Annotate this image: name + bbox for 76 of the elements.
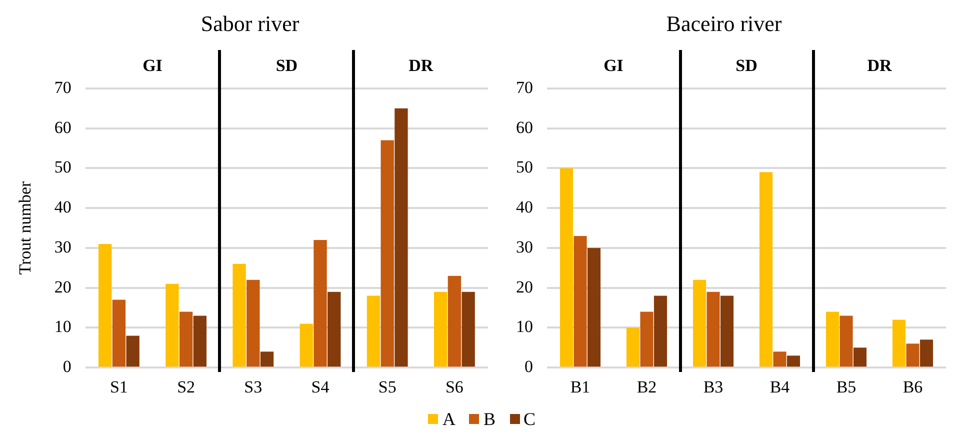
bar xyxy=(826,312,840,367)
x-tick-label: S2 xyxy=(177,377,196,396)
text: SD xyxy=(276,56,298,75)
bar xyxy=(773,352,786,367)
text: DR xyxy=(408,56,434,75)
y-tick-label: 70 xyxy=(54,78,72,97)
x-tick-label: S5 xyxy=(378,377,396,396)
bar xyxy=(366,296,380,367)
bar xyxy=(574,236,587,367)
bar xyxy=(692,280,706,367)
bar xyxy=(246,280,260,367)
bar xyxy=(920,340,934,367)
text: DR xyxy=(867,56,892,75)
x-tick-label: B6 xyxy=(902,377,923,396)
y-tick-label: 40 xyxy=(516,198,533,217)
x-tick-label: S1 xyxy=(110,377,128,396)
y-tick-label: 60 xyxy=(54,118,72,137)
bar xyxy=(906,344,920,367)
bar xyxy=(166,284,179,367)
bar xyxy=(112,300,126,367)
bar xyxy=(706,292,720,367)
y-axis-title: Trout number xyxy=(16,180,35,275)
bar xyxy=(626,328,640,367)
bar xyxy=(786,356,800,367)
text: GI xyxy=(604,56,624,75)
y-tick-label: 20 xyxy=(54,277,72,296)
bar xyxy=(654,296,668,367)
bar xyxy=(759,172,773,367)
y-tick-label: 50 xyxy=(54,158,72,177)
bar xyxy=(720,296,734,367)
y-tick-label: 50 xyxy=(516,158,533,177)
y-tick-label: 10 xyxy=(54,317,72,336)
y-tick-label: 0 xyxy=(62,357,72,376)
legend-label: B xyxy=(483,408,496,430)
y-tick-label: 10 xyxy=(516,317,533,336)
bar xyxy=(232,264,246,367)
bar xyxy=(640,312,654,367)
x-tick-label: B4 xyxy=(770,377,790,396)
x-tick-label: S6 xyxy=(445,377,464,396)
bar xyxy=(587,248,601,367)
bar xyxy=(126,336,140,367)
bar xyxy=(380,140,394,367)
bar xyxy=(560,168,574,367)
bar xyxy=(853,348,867,367)
y-tick-label: 30 xyxy=(54,237,72,256)
x-tick-label: S3 xyxy=(244,377,262,396)
x-tick-label: B2 xyxy=(636,377,657,396)
x-tick-label: B5 xyxy=(836,377,856,396)
bar xyxy=(448,276,462,367)
bar xyxy=(328,292,341,367)
y-tick-label: 70 xyxy=(516,78,533,97)
bar xyxy=(300,324,313,367)
y-tick-label: 20 xyxy=(516,277,533,296)
bar xyxy=(892,320,906,367)
chart-title: Sabor river xyxy=(200,10,300,36)
bar xyxy=(394,108,408,367)
bar xyxy=(462,292,475,367)
y-tick-label: 40 xyxy=(54,198,72,217)
bar xyxy=(98,244,112,367)
bar xyxy=(434,292,448,367)
legend-label: A xyxy=(442,408,456,430)
bar xyxy=(179,312,193,367)
x-tick-label: B1 xyxy=(570,377,590,396)
text: SD xyxy=(736,56,758,75)
chart-title: Baceiro river xyxy=(666,10,782,36)
bar xyxy=(314,240,327,367)
x-tick-label: B3 xyxy=(703,377,724,396)
text: GI xyxy=(142,56,163,75)
y-tick-label: 0 xyxy=(524,357,533,376)
y-tick-label: 30 xyxy=(516,237,533,256)
y-tick-label: 60 xyxy=(516,118,533,137)
x-tick-label: S4 xyxy=(311,377,330,396)
bar xyxy=(260,352,274,367)
bar xyxy=(840,316,853,367)
bar xyxy=(193,316,207,367)
legend-label: C xyxy=(524,408,536,430)
